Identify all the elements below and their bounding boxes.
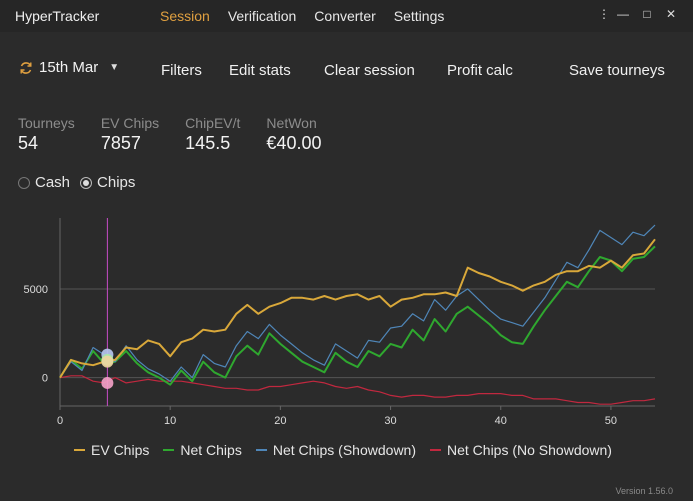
y-tick-label: 0 (42, 373, 48, 385)
stat-tourneys: Tourneys 54 (18, 115, 75, 154)
version-label: Version 1.56.0 (615, 486, 673, 496)
stat-netwon: NetWon €40.00 (266, 115, 321, 154)
nav-settings[interactable]: Settings (393, 8, 445, 24)
session-toolbar: 15th Mar ▼ Filters Edit stats Clear sess… (0, 56, 693, 86)
date-label: 15th Mar (39, 59, 99, 76)
stat-label: Tourneys (18, 115, 75, 131)
legend-net-chips-showdown[interactable]: Net Chips (Showdown) (255, 442, 416, 458)
legend-ev-chips[interactable]: EV Chips (74, 442, 149, 458)
legend-net-chips[interactable]: Net Chips (163, 442, 242, 458)
save-tourneys-button[interactable]: Save tourneys (569, 62, 665, 79)
x-tick-label: 40 (495, 415, 507, 427)
hover-marker (101, 376, 114, 389)
stat-value: 7857 (100, 133, 141, 153)
stat-label: ChipEV/t (185, 115, 241, 131)
nav-converter[interactable]: Converter (314, 8, 376, 24)
app-title: HyperTracker (15, 8, 100, 24)
legend-label: Net Chips (No Showdown) (447, 442, 612, 458)
profit-calc-button[interactable]: Profit calc (447, 62, 513, 79)
series-line-net-chips (59, 245, 656, 386)
minimize-icon[interactable]: — (617, 7, 629, 21)
legend-swatch (74, 449, 85, 451)
legend-label: Net Chips (Showdown) (272, 442, 416, 458)
x-tick-label: 10 (164, 415, 176, 427)
nav-verification[interactable]: Verification (227, 8, 297, 24)
stat-value: €40.00 (266, 133, 322, 153)
title-bar: HyperTracker Session Verification Conver… (0, 0, 693, 32)
chips-radio[interactable]: Chips (80, 174, 135, 191)
series-line-net-chips-no-showdown (59, 375, 656, 405)
stat-ev-chips: EV Chips 7857 (101, 115, 159, 154)
nav-session[interactable]: Session (160, 8, 210, 24)
cash-label: Cash (35, 174, 71, 191)
legend-swatch (163, 449, 175, 451)
series-line-ev-chips (59, 238, 656, 379)
date-selector[interactable]: 15th Mar ▼ (18, 59, 119, 76)
series-line-net-chips-showdown (59, 224, 656, 382)
close-icon[interactable]: ✕ (665, 7, 677, 21)
mode-toggle: Cash Chips (18, 174, 135, 191)
edit-stats-button[interactable]: Edit stats (229, 62, 291, 79)
x-tick-label: 0 (57, 415, 63, 427)
hover-marker (101, 355, 114, 368)
maximize-icon[interactable]: □ (643, 7, 651, 21)
stat-chipev-per-tourney: ChipEV/t 145.5 (185, 115, 240, 154)
legend-swatch (430, 449, 441, 451)
legend-label: EV Chips (91, 442, 150, 458)
legend-swatch (255, 449, 267, 451)
more-menu-icon[interactable]: ⋮ (598, 7, 610, 21)
session-chart[interactable]: 0 5000 0 10 20 30 40 50 (0, 200, 693, 435)
cash-radio[interactable]: Cash (18, 174, 70, 191)
stat-value: 54 (18, 133, 39, 153)
stat-value: 145.5 (185, 133, 231, 153)
legend-net-chips-no-showdown[interactable]: Net Chips (No Showdown) (430, 442, 612, 458)
filters-button[interactable]: Filters (161, 62, 202, 79)
refresh-icon[interactable] (18, 60, 34, 76)
x-tick-label: 50 (605, 415, 617, 427)
chevron-down-icon: ▼ (109, 62, 120, 73)
chips-label: Chips (97, 174, 136, 191)
session-stats: Tourneys 54 EV Chips 7857 ChipEV/t 145.5… (18, 115, 347, 154)
y-tick-label: 5000 (24, 284, 48, 296)
legend-label: Net Chips (180, 442, 242, 458)
radio-unchecked-icon (18, 176, 30, 189)
stat-label: NetWon (266, 115, 317, 131)
x-tick-label: 30 (384, 415, 396, 427)
radio-checked-icon (80, 176, 93, 189)
chart-legend: EV Chips Net Chips Net Chips (Showdown) … (74, 442, 612, 458)
clear-session-button[interactable]: Clear session (324, 62, 415, 79)
stat-label: EV Chips (100, 115, 160, 131)
main-nav: Session Verification Converter Settings (160, 8, 444, 24)
x-tick-label: 20 (274, 415, 286, 427)
